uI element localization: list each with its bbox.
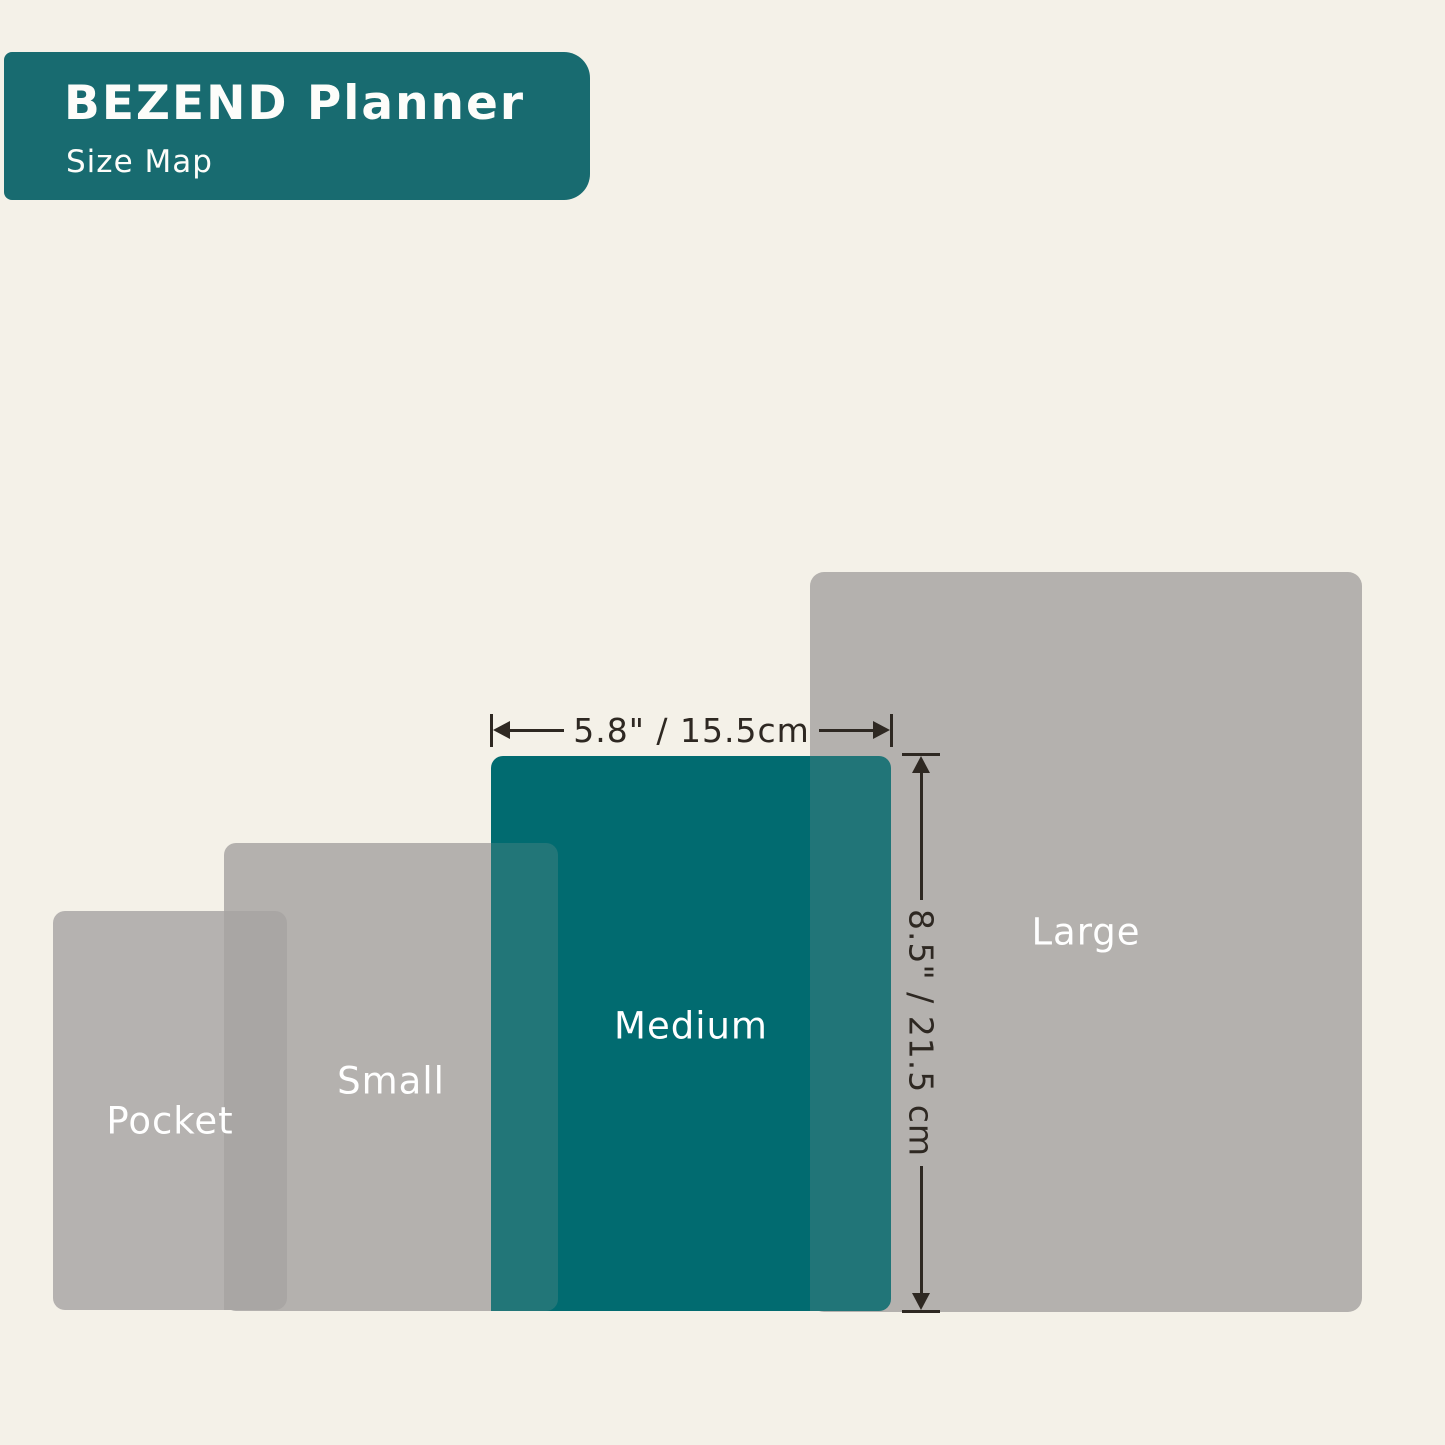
- dimension-tick-left: [490, 713, 493, 747]
- size-label-pocket: Pocket: [106, 1099, 234, 1143]
- dimension-tick-top: [902, 753, 940, 756]
- width-dimension: 5.8" / 15.5cm: [490, 710, 893, 750]
- size-rect-pocket: Pocket: [53, 911, 287, 1310]
- arrow-right-icon: [873, 721, 890, 739]
- dimension-line-left: [510, 728, 565, 732]
- size-label-large: Large: [1031, 910, 1141, 954]
- dimension-line-right: [818, 728, 873, 732]
- dimension-tick-bottom: [902, 1310, 940, 1314]
- arrow-down-icon: [912, 1293, 930, 1311]
- width-dimension-label: 5.8" / 15.5cm: [573, 710, 810, 750]
- arrow-left-icon: [493, 721, 510, 739]
- dimension-line-bottom: [919, 1166, 923, 1294]
- dimension-line-top: [919, 773, 923, 900]
- arrow-up-icon: [912, 756, 930, 773]
- height-dimension: 8.5" / 21.5 cm: [901, 753, 941, 1314]
- size-label-medium: Medium: [614, 1004, 768, 1048]
- size-label-small: Small: [337, 1059, 445, 1103]
- header-badge: BEZEND Planner Size Map: [4, 52, 590, 200]
- page-subtitle: Size Map: [66, 144, 213, 180]
- height-dimension-label: 8.5" / 21.5 cm: [901, 909, 941, 1158]
- dimension-tick-right: [890, 713, 893, 747]
- page-title: BEZEND Planner: [64, 76, 526, 131]
- size-rect-large: Large: [810, 572, 1362, 1312]
